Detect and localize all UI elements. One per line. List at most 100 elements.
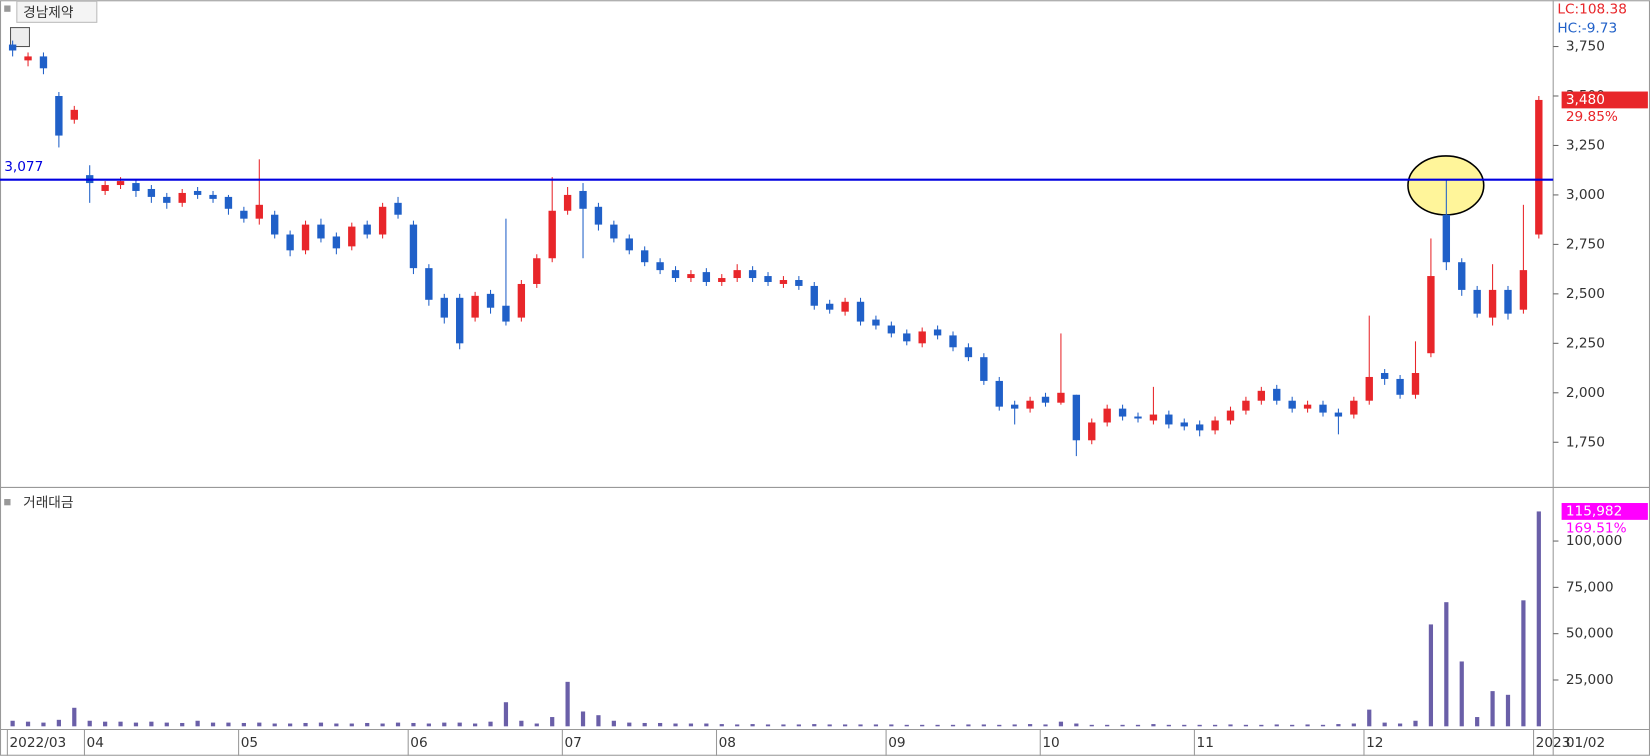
date-label: 01/02 xyxy=(1566,735,1605,751)
volume-bar xyxy=(673,723,678,727)
candle-body xyxy=(1103,408,1111,423)
volume-bar xyxy=(72,707,77,727)
y-tick-label: 75,000 xyxy=(1566,579,1614,595)
candle-body xyxy=(255,204,263,219)
candle-body xyxy=(1226,410,1235,421)
candle-body xyxy=(1041,396,1050,403)
candle-body xyxy=(949,335,957,348)
y-tick-label: 2,000 xyxy=(1566,385,1605,401)
candle-body xyxy=(718,278,726,282)
volume-bar xyxy=(596,715,601,727)
volume-bar xyxy=(565,681,570,727)
volume-bar xyxy=(103,721,108,727)
candle-body xyxy=(579,190,587,209)
volume-bar xyxy=(10,720,15,727)
x-tick-label: 09 xyxy=(888,735,905,751)
volume-bar xyxy=(1228,724,1233,727)
hc-label: HC:-9.73 xyxy=(1557,21,1617,37)
candle-body xyxy=(1427,276,1435,354)
volume-bar xyxy=(1336,724,1341,727)
candle-body xyxy=(1473,289,1481,314)
y-tick-label: 2,750 xyxy=(1566,236,1605,252)
volume-bar xyxy=(210,722,216,727)
volume-bar xyxy=(133,722,139,727)
volume-bar xyxy=(488,721,493,727)
volume-bar xyxy=(812,724,817,727)
volume-bar xyxy=(1290,724,1295,727)
candle-body xyxy=(70,109,78,120)
candle-body xyxy=(779,280,788,284)
volume-bar xyxy=(426,723,431,727)
candle-body xyxy=(517,283,526,318)
volume-bar xyxy=(920,724,925,727)
candle-body xyxy=(1319,404,1327,413)
candle-body xyxy=(594,206,603,225)
candle-body xyxy=(1458,262,1466,290)
volume-bar xyxy=(1151,724,1156,727)
grid-icon[interactable] xyxy=(9,27,30,48)
volume-bar xyxy=(550,717,555,727)
candle-body xyxy=(625,238,633,251)
candle-body xyxy=(24,56,32,61)
candle-body xyxy=(656,262,664,271)
candle-body xyxy=(1072,394,1081,441)
candle-body xyxy=(1211,420,1219,431)
candle-body xyxy=(1180,422,1188,427)
candle-body xyxy=(964,347,973,358)
candle-body xyxy=(548,210,556,259)
volume-bar xyxy=(719,724,724,727)
y-tick-label: 25,000 xyxy=(1566,672,1614,688)
candle-body xyxy=(563,194,572,211)
volume-bar xyxy=(750,724,755,727)
volume-bar xyxy=(842,724,848,727)
volume-bar xyxy=(272,723,277,727)
candle-body xyxy=(1488,289,1497,318)
y-tick-label: 100,000 xyxy=(1566,533,1622,549)
volume-bar xyxy=(873,724,879,727)
volume-bar xyxy=(1351,723,1356,727)
volume-bar xyxy=(1166,724,1171,727)
candle-body xyxy=(1535,99,1543,235)
volume-bar xyxy=(288,723,293,727)
volume-bar xyxy=(950,724,956,727)
candle-body xyxy=(1026,400,1034,409)
y-tick-label: 2,500 xyxy=(1566,286,1605,302)
volume-bar xyxy=(858,724,863,727)
candle-body xyxy=(918,331,926,344)
candle-body xyxy=(1396,378,1404,395)
volume-bar xyxy=(827,724,832,727)
candle-body xyxy=(55,95,63,136)
candle-body xyxy=(271,214,279,235)
candle-body xyxy=(903,333,911,342)
candle-body xyxy=(1118,408,1127,417)
volume-bar xyxy=(1027,724,1033,727)
volume-bar xyxy=(180,722,185,727)
volume-bar xyxy=(503,702,509,727)
volume-bar xyxy=(303,722,308,727)
volume-bar xyxy=(735,724,740,727)
x-tick-label: 05 xyxy=(241,735,258,751)
candle-body xyxy=(178,192,186,203)
volume-bar xyxy=(1197,724,1202,727)
volume-bar xyxy=(56,719,61,727)
title-box[interactable] xyxy=(16,0,98,23)
volume-bar xyxy=(1367,709,1372,727)
candle-body xyxy=(1165,414,1173,425)
x-tick-label: 2022/03 xyxy=(9,735,66,751)
y-tick-label: 3,750 xyxy=(1566,39,1605,55)
volume-bar xyxy=(149,721,154,727)
volume-bar xyxy=(519,720,524,727)
candle-body xyxy=(1242,400,1250,411)
horizontal-line-label: 3,077 xyxy=(4,159,43,175)
candle-body xyxy=(240,210,248,219)
candle-body xyxy=(841,301,849,312)
candle-body xyxy=(394,202,402,215)
volume-bar xyxy=(1243,724,1249,727)
pane-icon xyxy=(4,5,11,12)
volume-bar xyxy=(1120,724,1125,727)
last-value-label: 115,982 xyxy=(1566,503,1622,519)
volume-bar xyxy=(904,724,909,727)
candle-body xyxy=(610,224,618,239)
candle-body xyxy=(533,258,541,284)
